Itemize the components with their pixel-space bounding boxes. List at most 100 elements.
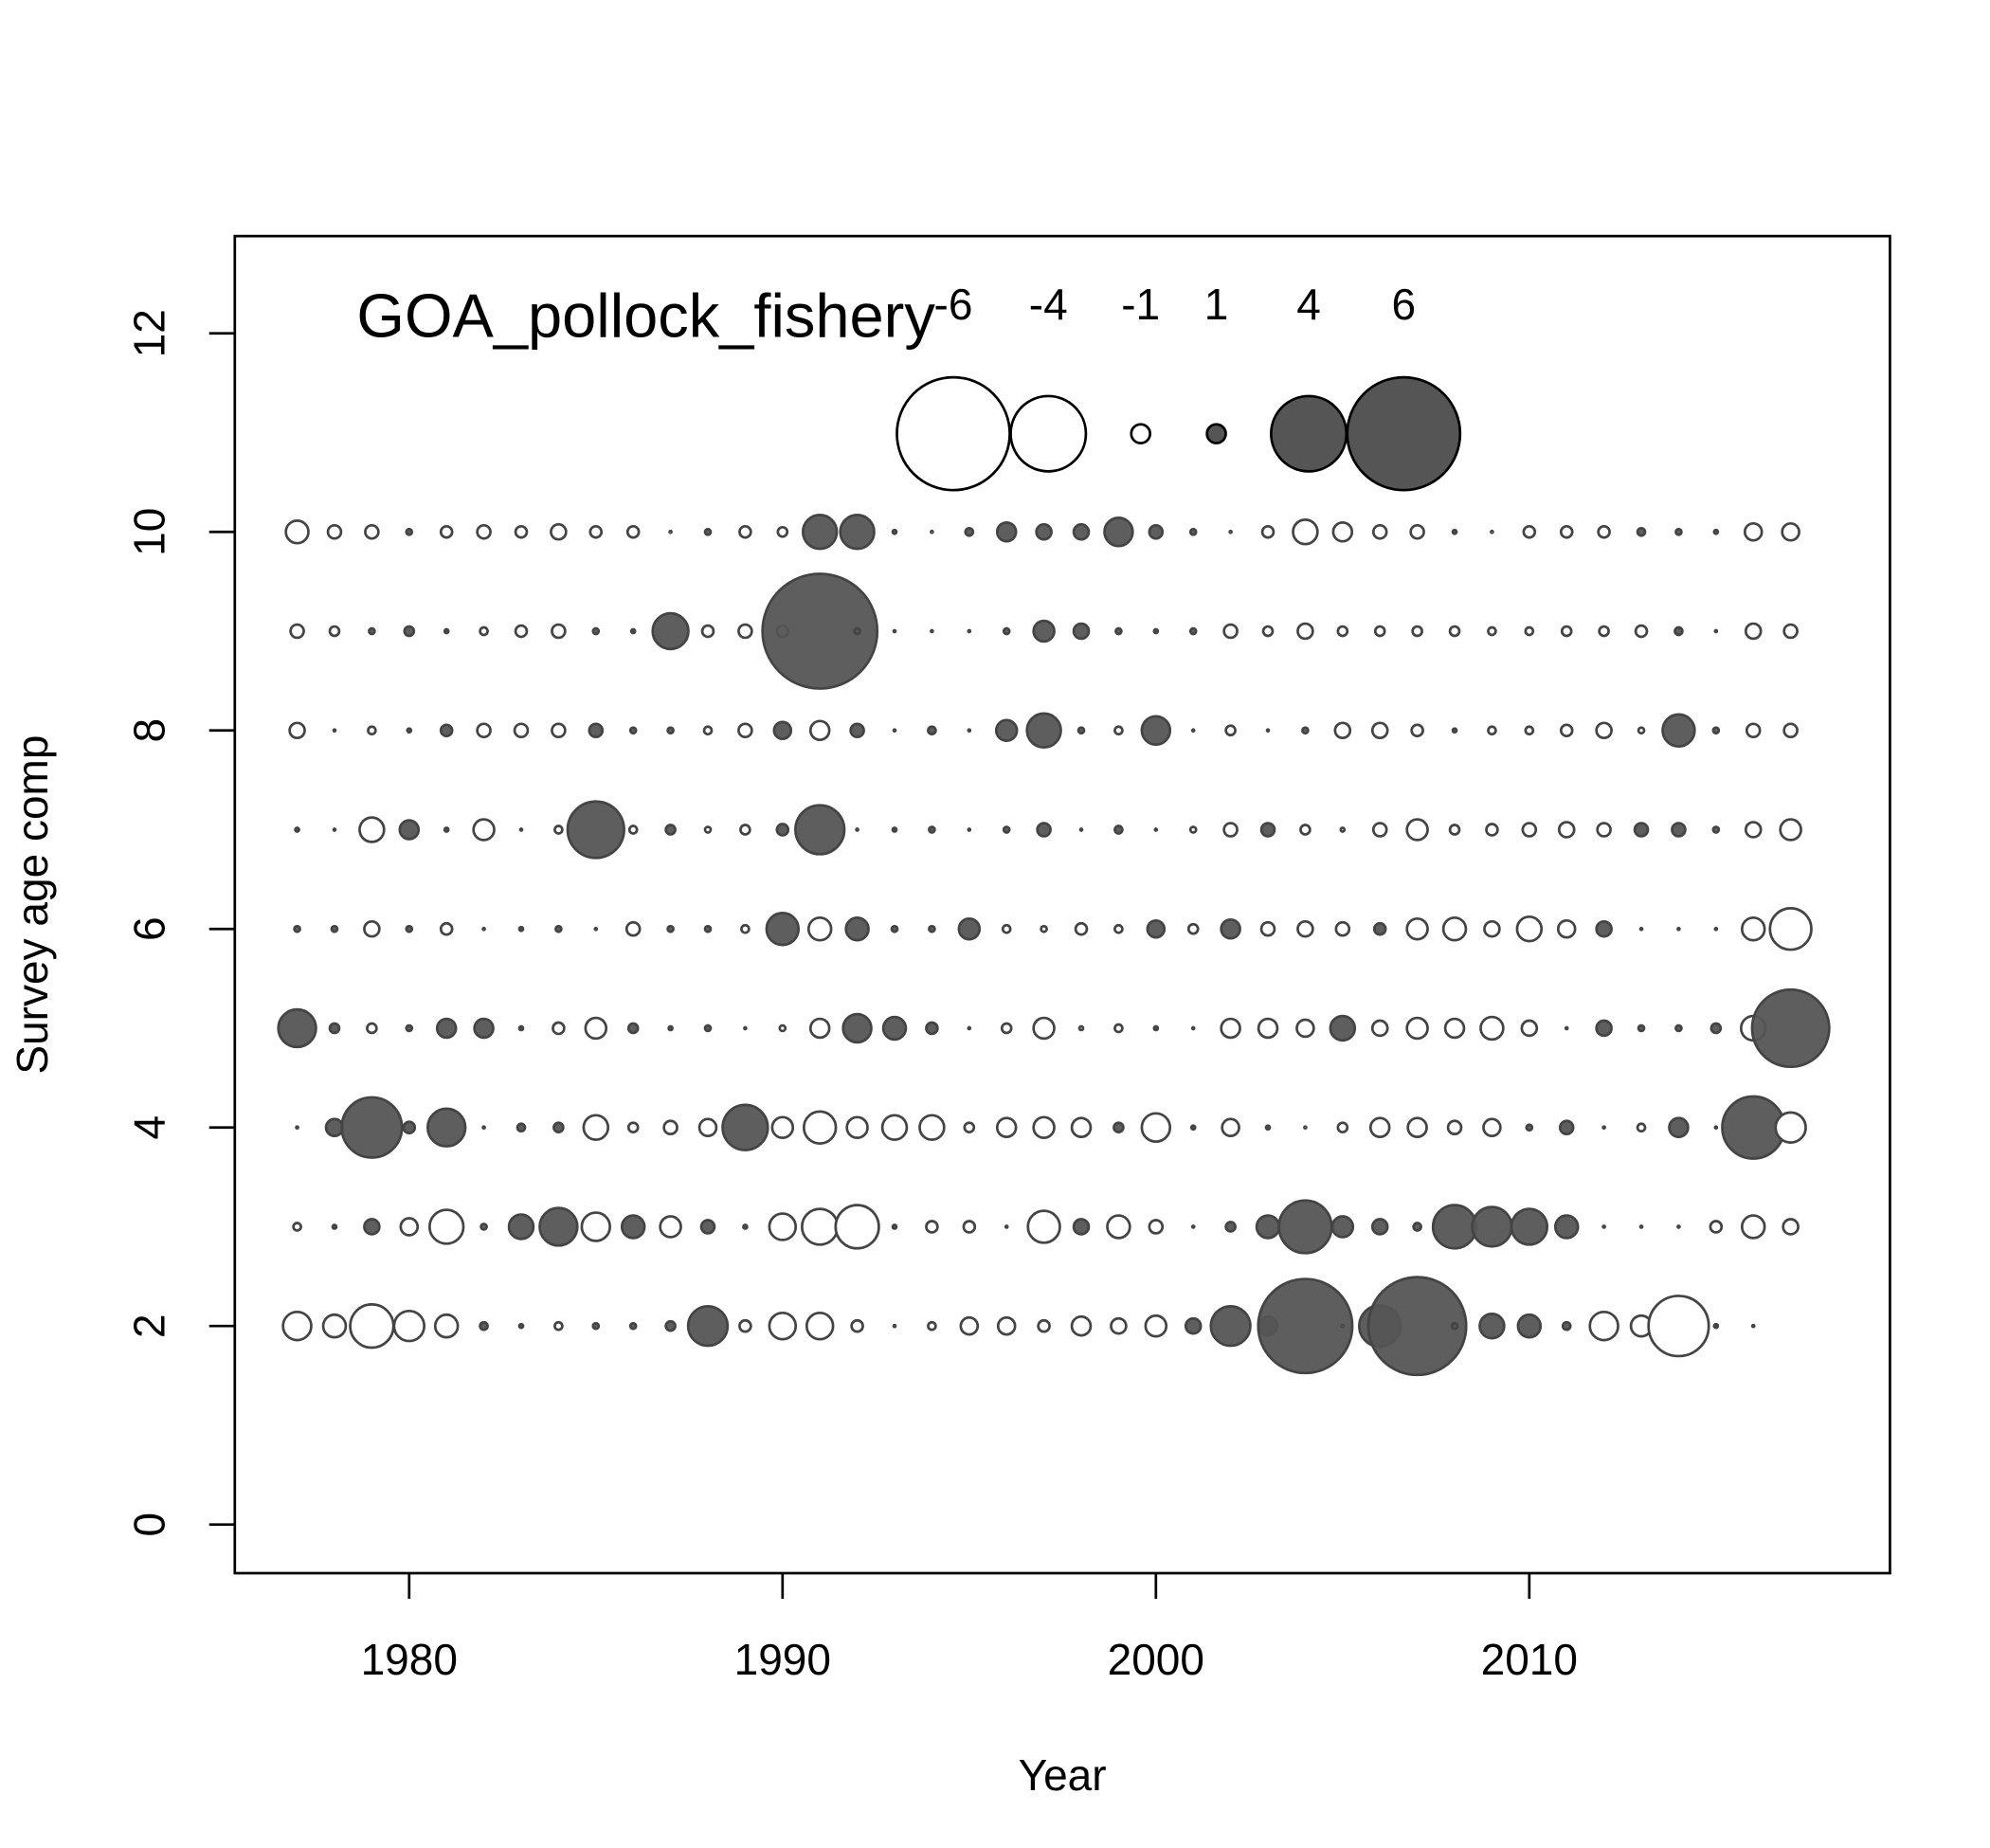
bubble [1661,713,1696,748]
x-axis-title: Year [1019,1750,1107,1800]
bubble [1292,518,1319,546]
bubble [479,1223,488,1231]
bubble [1186,922,1200,935]
bubble [1002,626,1011,636]
bubble [1451,727,1458,734]
bubble [1598,625,1610,638]
bubble [892,728,897,734]
bubble [1330,1215,1355,1239]
bubble [1561,1320,1572,1332]
bubble [1261,625,1275,638]
bubble [1072,522,1091,541]
bubble [624,920,642,937]
bubble [1296,919,1314,938]
bubble [844,915,870,942]
bubble [775,823,790,837]
bubble [620,1214,646,1240]
bubble [839,514,876,551]
bubble [1636,526,1647,537]
bubble [1032,1016,1056,1041]
bubble [627,824,639,835]
bubble [292,1222,302,1232]
bubble [1520,1019,1539,1038]
bubble [435,1017,458,1040]
bubble [1671,822,1687,838]
legend-bubble [1009,394,1088,473]
bubble [1713,628,1719,634]
legend-bubble [1346,375,1462,492]
bubble [1588,1310,1619,1342]
bubble [1515,915,1544,943]
bubble [801,514,839,551]
bubble [439,921,454,936]
bubble [1220,1017,1241,1040]
bubble [1740,915,1766,942]
bubble [405,527,414,536]
bubble [962,1220,977,1234]
bubble [481,1125,486,1131]
bubble [664,824,677,836]
bubble [294,826,300,833]
bubble [566,800,625,860]
bubble [405,924,414,933]
bubble [1370,1218,1389,1236]
x-tick-label: 2010 [1481,1635,1578,1684]
bubble [662,1119,678,1136]
bubble [1152,1024,1160,1032]
bubble [1370,721,1389,740]
bubble [1673,625,1684,637]
bubble [1595,919,1613,938]
bubble [1032,1115,1056,1139]
bubble [580,1211,612,1242]
bubble [1774,1111,1807,1144]
bubble [628,1321,638,1331]
bubble [890,924,899,933]
bubble [1329,1014,1357,1042]
bubble [1184,1316,1203,1335]
bubble [1001,923,1012,934]
bubble [928,924,936,933]
bubble [738,524,752,539]
bubble [1277,1199,1333,1255]
bubble [1636,1122,1647,1133]
bubble [332,827,337,832]
bubble [703,924,713,933]
bubble [1479,1015,1505,1042]
bubble [328,625,341,638]
bubble [891,1223,898,1230]
bubble [659,1215,682,1239]
bubble [850,1318,864,1333]
legend-label: -4 [1029,280,1068,329]
bubble [517,925,525,933]
bubble [1189,1124,1197,1132]
bubble [768,1212,798,1241]
y-tick-label: 8 [124,718,173,743]
bubble [1368,1116,1391,1138]
bubble [1140,1112,1172,1143]
bubble [1259,920,1276,937]
bubble [1638,926,1644,932]
bubble [1637,1024,1646,1033]
bubble [330,924,339,933]
bubble [551,722,567,739]
bubble [1431,1204,1478,1250]
bubble [855,827,859,832]
bubble [1668,1116,1690,1138]
bubble [1209,1305,1252,1348]
bubble [349,1303,395,1350]
bubble [439,524,454,539]
bubble [1110,1316,1128,1335]
bubble [1144,1314,1168,1338]
bubble [1750,1323,1756,1329]
bubble [808,719,831,742]
bubble [737,623,753,640]
bubble [1711,825,1721,834]
bubble [1222,822,1239,838]
bubble [1260,524,1275,539]
y-tick-label: 0 [124,1513,173,1537]
bubble [1510,1207,1549,1246]
bubble [742,1223,749,1230]
bubble [1740,1214,1766,1240]
bubble [1559,524,1574,539]
